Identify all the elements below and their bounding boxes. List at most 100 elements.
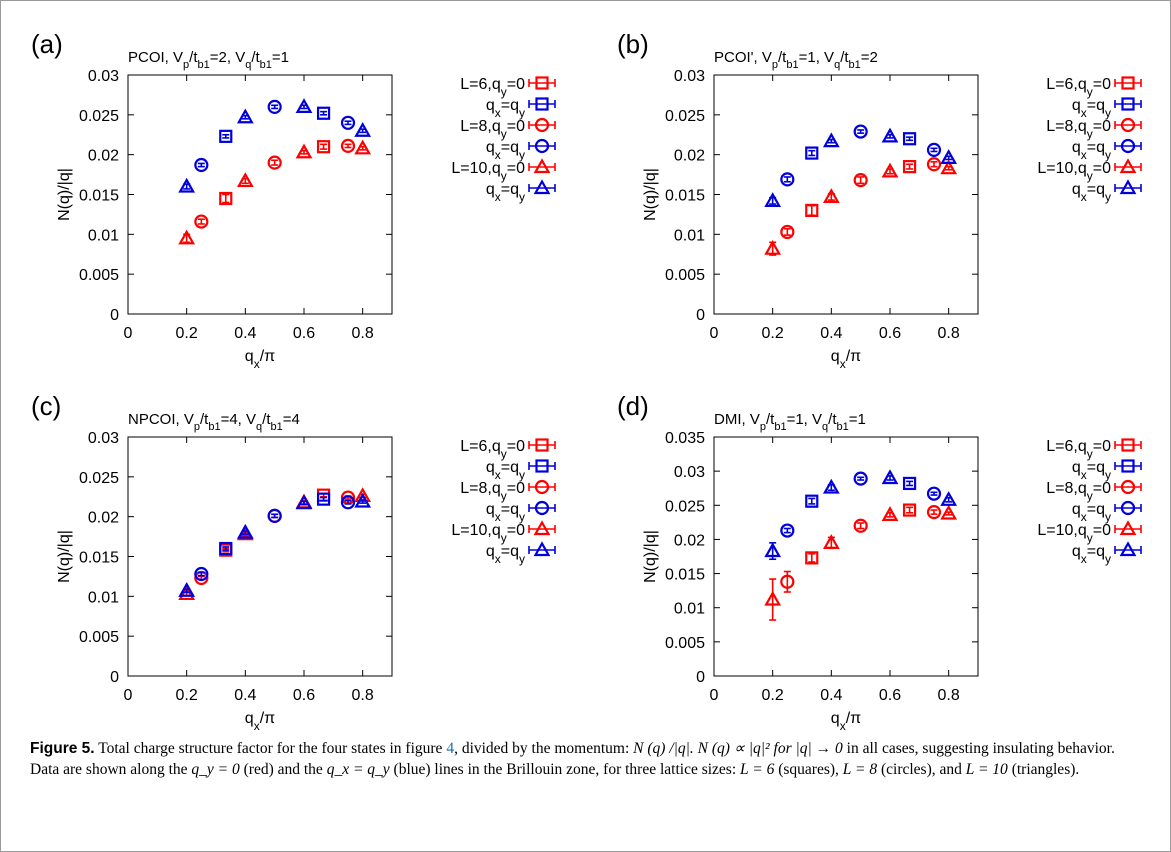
subscript: p xyxy=(772,59,778,71)
data-point xyxy=(219,129,233,143)
legend-marker xyxy=(534,479,550,495)
text-part: /t xyxy=(189,49,198,66)
legend-label: qx=qy xyxy=(486,543,525,566)
chart-title: PCOI', Vp/tb1=1, Vq/tb1=2 xyxy=(714,49,878,71)
text-part: q xyxy=(486,97,495,114)
subscript: y xyxy=(501,85,507,99)
subscript: y xyxy=(501,531,507,545)
text-part: L=6,q xyxy=(1046,438,1086,455)
legend-marker xyxy=(1121,97,1135,111)
data-point xyxy=(902,503,917,517)
text-part: V xyxy=(762,49,772,66)
text-part: q xyxy=(486,139,495,156)
data-point xyxy=(902,132,917,146)
subscript: y xyxy=(519,106,525,120)
text-part: =0 xyxy=(1093,160,1111,177)
legend-marker xyxy=(1119,541,1137,557)
legend-label: qx=qy xyxy=(1072,459,1111,482)
legend-label: L=6,qy=0 xyxy=(460,76,525,99)
chart-title: DMI, Vp/tb1=1, Vq/tb1=1 xyxy=(714,411,866,433)
panel-label: (b) xyxy=(617,29,649,59)
text-part: /t xyxy=(840,49,849,66)
text-part: =q xyxy=(501,97,519,114)
text-part: L=10,q xyxy=(451,522,500,539)
data-point xyxy=(926,486,942,501)
text-part: q xyxy=(1072,501,1081,518)
x-tick-label: 0.8 xyxy=(938,687,960,704)
text-part: =q xyxy=(501,181,519,198)
data-point xyxy=(822,534,840,549)
text-part: L=6,q xyxy=(1046,76,1086,93)
subscript: x xyxy=(495,106,501,120)
subscript: y xyxy=(1105,468,1111,482)
caption-label: Figure 5. xyxy=(30,740,95,757)
data-point xyxy=(340,115,356,130)
data-point xyxy=(822,132,840,148)
legend-marker xyxy=(1119,520,1137,536)
data-point xyxy=(219,541,233,556)
legend-label: L=8,qy=0 xyxy=(1046,118,1111,141)
y-tick-label: 0.025 xyxy=(665,498,705,515)
text-part: q xyxy=(1072,543,1081,560)
text-part: =q xyxy=(501,459,519,476)
legend-marker xyxy=(535,76,549,90)
subscript: y xyxy=(1087,85,1093,99)
legend-label: L=6,qy=0 xyxy=(1046,438,1111,461)
subscript: x xyxy=(495,552,501,566)
legend-marker xyxy=(1121,76,1135,90)
y-tick-label: 0.005 xyxy=(665,635,705,652)
y-tick-label: 0.015 xyxy=(665,188,705,205)
data-point xyxy=(236,172,254,188)
text-part: PCOI', xyxy=(714,49,762,66)
text-part: =2, xyxy=(210,49,235,66)
data-point xyxy=(822,478,840,494)
subscript: x xyxy=(254,357,260,371)
data-point xyxy=(194,214,209,229)
legend-marker xyxy=(1121,438,1135,452)
data-point xyxy=(764,192,782,207)
y-tick-label: 0.03 xyxy=(674,464,705,481)
subscript: x xyxy=(495,190,501,204)
legend-marker xyxy=(534,500,550,516)
legend-marker xyxy=(1119,158,1137,174)
text-part: V xyxy=(235,49,245,66)
y-tick-label: 0.03 xyxy=(88,68,119,85)
caption-math-6: L = 10 xyxy=(965,761,1008,778)
text-part: =0 xyxy=(507,76,525,93)
text-part: =4, xyxy=(221,411,246,428)
subscript: y xyxy=(519,468,525,482)
subscript: y xyxy=(519,510,525,524)
caption-text-2: , divided by the momentum: xyxy=(454,740,634,757)
data-point xyxy=(926,157,942,172)
subscript: b1 xyxy=(260,59,272,71)
subscript: y xyxy=(1105,106,1111,120)
caption-text-4: (red) and the xyxy=(239,761,327,778)
subscript: y xyxy=(1105,552,1111,566)
text-part: /t xyxy=(766,411,775,428)
data-point xyxy=(940,159,958,175)
text-part: q xyxy=(831,710,840,727)
caption-figure-link[interactable]: 4 xyxy=(446,740,455,757)
data-point xyxy=(316,106,331,120)
text-part: /π xyxy=(846,710,861,727)
text-part: =q xyxy=(501,501,519,518)
chart-panel: (c) NPCOI, Vp/tb1=4, Vq/tb1=400.0050.010.… xyxy=(31,391,556,733)
y-tick-label: 0 xyxy=(110,307,119,324)
data-point xyxy=(178,229,196,245)
figure-caption: Figure 5. Total charge structure factor … xyxy=(30,738,1145,780)
legend-label: qx=qy xyxy=(1072,139,1111,162)
data-point xyxy=(178,585,196,601)
data-point xyxy=(340,495,356,510)
y-tick-label: 0.015 xyxy=(79,188,119,205)
data-point xyxy=(295,98,313,113)
data-point xyxy=(295,143,313,159)
data-point xyxy=(764,542,782,558)
y-axis-label: N(q)/|q| xyxy=(642,530,659,583)
y-tick-label: 0.005 xyxy=(665,267,705,284)
data-point xyxy=(354,492,372,508)
legend-marker xyxy=(535,97,549,111)
x-tick-label: 0 xyxy=(710,687,719,704)
text-part: V xyxy=(246,411,256,428)
data-point xyxy=(902,160,917,174)
y-tick-label: 0 xyxy=(110,669,119,686)
